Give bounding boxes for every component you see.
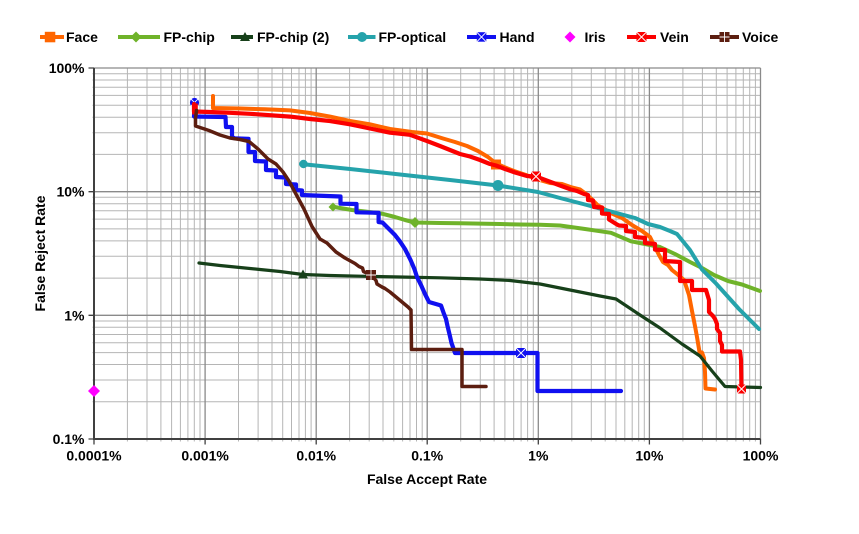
svg-text:0.1%: 0.1% [411,448,443,464]
svg-text:False Accept Rate: False Accept Rate [367,471,487,487]
svg-text:1%: 1% [528,448,549,464]
svg-text:FP-chip (2): FP-chip (2) [257,29,329,45]
svg-text:Iris: Iris [585,29,606,45]
svg-text:10%: 10% [635,448,664,464]
svg-text:False Reject Rate: False Reject Rate [32,195,48,311]
svg-text:10%: 10% [56,184,85,200]
svg-text:0.01%: 0.01% [296,448,336,464]
svg-text:Face: Face [66,29,98,45]
svg-text:FP-chip: FP-chip [164,29,215,45]
svg-text:100%: 100% [49,60,85,76]
svg-text:0.0001%: 0.0001% [66,448,122,464]
svg-text:Hand: Hand [500,29,535,45]
svg-text:0.1%: 0.1% [53,431,85,447]
svg-text:100%: 100% [743,448,779,464]
svg-text:Vein: Vein [660,29,689,45]
svg-text:1%: 1% [64,307,85,323]
svg-text:FP-optical: FP-optical [379,29,447,45]
svg-text:0.001%: 0.001% [181,448,229,464]
svg-text:Voice: Voice [742,29,779,45]
